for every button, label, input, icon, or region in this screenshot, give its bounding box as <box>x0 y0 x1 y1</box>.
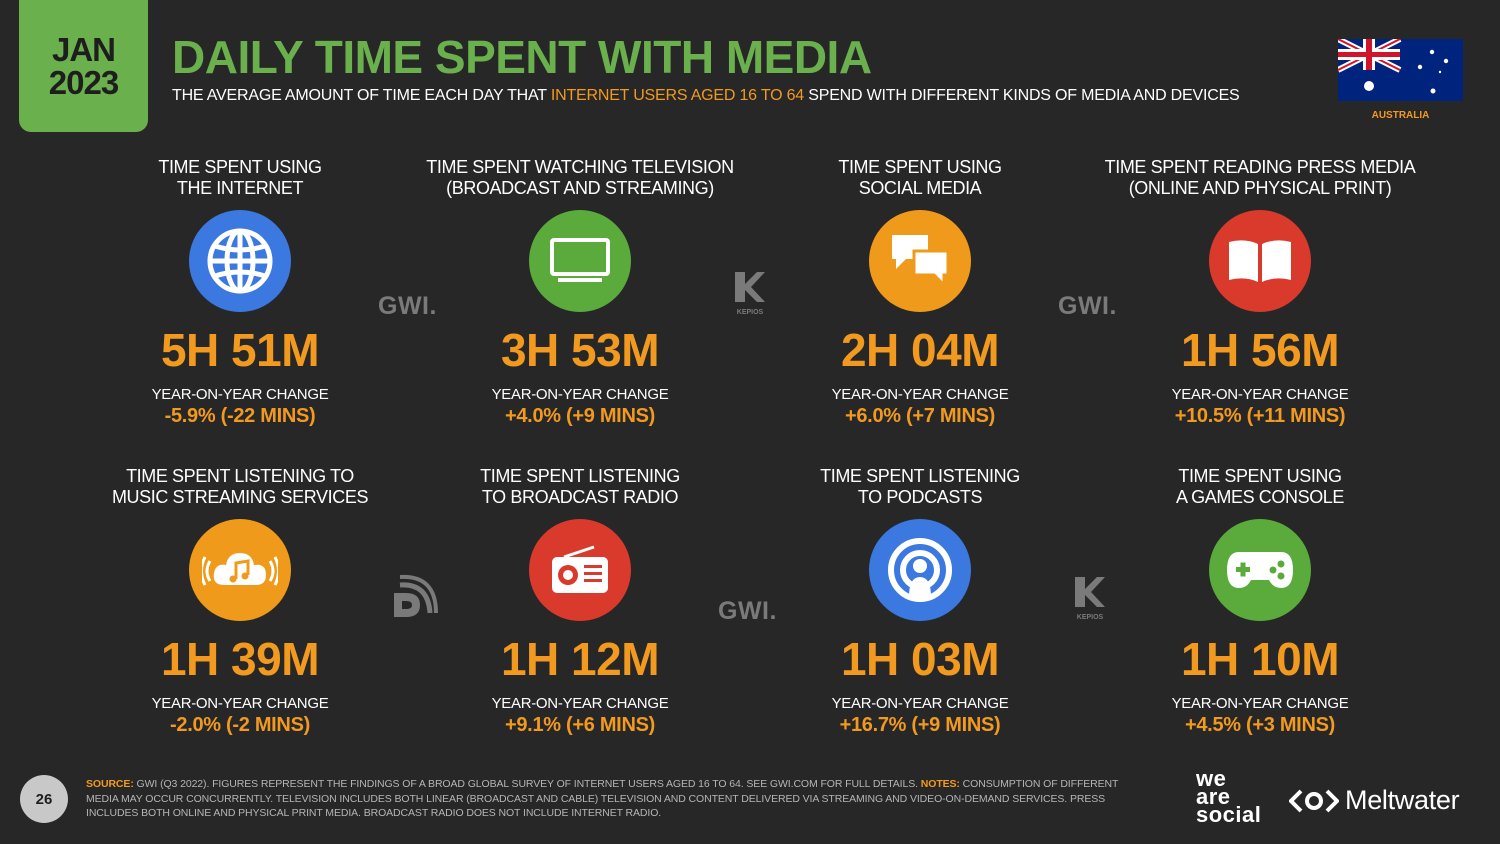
podcast-icon <box>869 519 971 621</box>
stat-music-streaming: TIME SPENT LISTENING TO MUSIC STREAMING S… <box>80 466 400 737</box>
gwi-watermark: GWI. <box>378 292 437 320</box>
footnote: SOURCE: GWI (Q3 2022). FIGURES REPRESENT… <box>86 778 1119 819</box>
stat-label: TIME SPENT LISTENING TO MUSIC STREAMING S… <box>111 466 369 507</box>
stat-value: 1H 56M <box>1180 324 1340 376</box>
stat-value: 1H 10M <box>1180 633 1340 685</box>
stat-games-console: TIME SPENT USING A GAMES CONSOLE 1H 10M Y… <box>1100 466 1420 737</box>
radio-icon <box>529 519 631 621</box>
gwi-watermark: GWI. <box>1058 292 1117 320</box>
subtitle-text-start: THE AVERAGE AMOUNT OF TIME EACH DAY THAT <box>172 87 551 104</box>
subtitle-text-end: SPEND WITH DIFFERENT KINDS OF MEDIA AND … <box>804 87 1240 104</box>
date-year: 2023 <box>48 64 119 101</box>
yoy-label: YEAR-ON-YEAR CHANGE <box>491 695 669 712</box>
page-title: DAILY TIME SPENT WITH MEDIA <box>172 31 872 83</box>
stat-television: TIME SPENT WATCHING TELEVISION (BROADCAST… <box>420 157 740 428</box>
music-cloud-icon <box>189 519 291 621</box>
kepios-watermark: KEPIOS <box>732 270 768 316</box>
datareportal-watermark-icon <box>394 574 438 617</box>
stat-label: TIME SPENT READING PRESS MEDIA (ONLINE AN… <box>1104 157 1416 198</box>
meltwater-mark-icon <box>1289 789 1339 812</box>
stat-label: TIME SPENT LISTENING TO PODCASTS <box>820 466 1020 507</box>
yoy-change: +16.7% (+9 MINS) <box>839 714 1001 736</box>
chat-bubbles-icon <box>869 210 971 312</box>
open-book-icon <box>1209 210 1311 312</box>
stat-label: TIME SPENT USING THE INTERNET <box>158 157 322 198</box>
stat-internet: TIME SPENT USING THE INTERNET 5H 51M YEAR… <box>80 157 400 428</box>
stat-social-media: TIME SPENT USING SOCIAL MEDIA 2H 04M YEAR… <box>760 157 1080 428</box>
we-are-social-logo: we are social <box>1196 766 1262 827</box>
page-number: 26 <box>20 775 68 823</box>
yoy-change: -2.0% (-2 MINS) <box>170 714 310 736</box>
country-label: AUSTRALIA <box>1371 110 1430 121</box>
yoy-change: +4.0% (+9 MINS) <box>504 405 655 427</box>
yoy-label: YEAR-ON-YEAR CHANGE <box>1171 386 1349 403</box>
stat-broadcast-radio: TIME SPENT LISTENING TO BROADCAST RADIO 1… <box>420 466 740 737</box>
stat-value: 3H 53M <box>500 324 660 376</box>
kepios-watermark: KEPIOS <box>1072 575 1108 621</box>
stat-value: 5H 51M <box>160 324 320 376</box>
stat-value: 1H 03M <box>840 633 1000 685</box>
stat-value: 1H 39M <box>160 633 320 685</box>
yoy-change: +4.5% (+3 MINS) <box>1184 714 1335 736</box>
gwi-watermark: GWI. <box>718 597 777 625</box>
stat-press-media: TIME SPENT READING PRESS MEDIA (ONLINE AN… <box>1100 157 1420 428</box>
date-month: JAN <box>51 31 116 68</box>
yoy-label: YEAR-ON-YEAR CHANGE <box>491 386 669 403</box>
gamepad-icon <box>1209 519 1311 621</box>
date-badge: JAN 2023 <box>19 0 148 132</box>
yoy-change: +10.5% (+11 MINS) <box>1174 405 1346 427</box>
stat-label: TIME SPENT WATCHING TELEVISION (BROADCAST… <box>426 157 734 198</box>
stat-value: 2H 04M <box>840 324 1000 376</box>
yoy-label: YEAR-ON-YEAR CHANGE <box>831 386 1009 403</box>
yoy-change: +6.0% (+7 MINS) <box>844 405 995 427</box>
stat-label: TIME SPENT USING SOCIAL MEDIA <box>838 157 1002 198</box>
stat-label: TIME SPENT USING A GAMES CONSOLE <box>1175 466 1345 507</box>
meltwater-logo: Meltwater <box>1289 785 1460 816</box>
stat-label: TIME SPENT LISTENING TO BROADCAST RADIO <box>480 466 680 507</box>
stat-podcasts: TIME SPENT LISTENING TO PODCASTS 1H 03M Y… <box>760 466 1080 737</box>
stat-value: 1H 12M <box>500 633 660 685</box>
yoy-label: YEAR-ON-YEAR CHANGE <box>151 386 329 403</box>
yoy-label: YEAR-ON-YEAR CHANGE <box>151 695 329 712</box>
page-subtitle: THE AVERAGE AMOUNT OF TIME EACH DAY THAT… <box>172 87 1240 105</box>
australia-flag-icon <box>1338 39 1463 101</box>
yoy-label: YEAR-ON-YEAR CHANGE <box>1171 695 1349 712</box>
globe-icon <box>189 210 291 312</box>
yoy-label: YEAR-ON-YEAR CHANGE <box>831 695 1009 712</box>
subtitle-highlight: INTERNET USERS AGED 16 TO 64 <box>550 87 805 104</box>
yoy-change: +9.1% (+6 MINS) <box>504 714 655 736</box>
yoy-change: -5.9% (-22 MINS) <box>164 405 316 427</box>
kepios-logo-icon <box>735 272 765 302</box>
kepios-logo-icon <box>1075 577 1105 607</box>
television-icon <box>529 210 631 312</box>
